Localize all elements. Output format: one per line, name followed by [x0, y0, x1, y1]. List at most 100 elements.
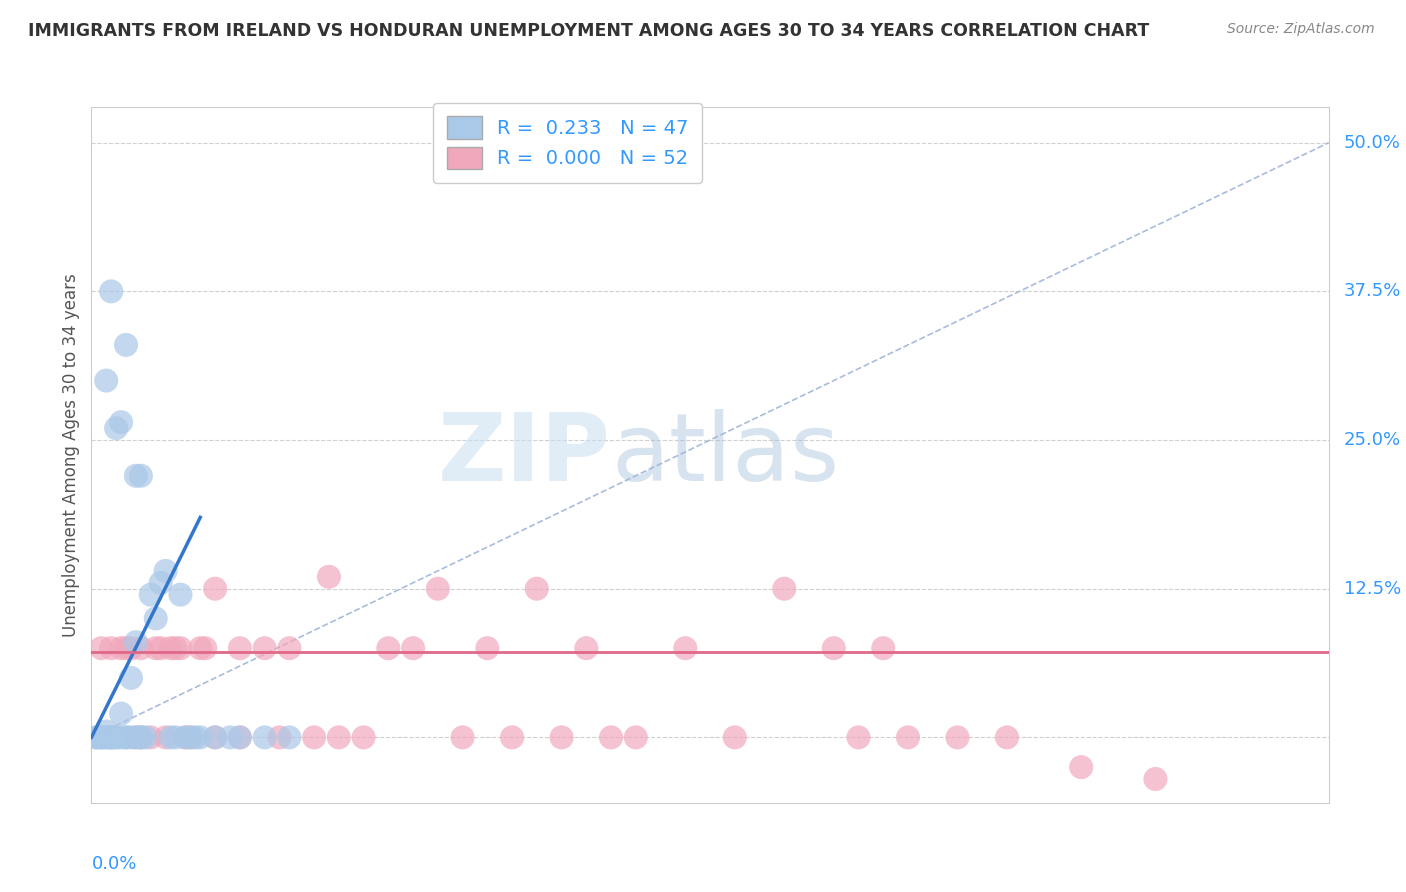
Point [229, 731, 252, 745]
Point [110, 415, 132, 429]
Point [848, 731, 870, 745]
Point [129, 731, 152, 745]
Point [159, 641, 181, 656]
Point [624, 731, 647, 745]
Point [145, 641, 167, 656]
Point [402, 641, 425, 656]
Point [550, 731, 572, 745]
Point [477, 641, 499, 656]
Point [129, 641, 152, 656]
Point [115, 641, 138, 656]
Point [169, 588, 191, 602]
Point [194, 641, 217, 656]
Text: IMMIGRANTS FROM IRELAND VS HONDURAN UNEMPLOYMENT AMONG AGES 30 TO 34 YEARS CORRE: IMMIGRANTS FROM IRELAND VS HONDURAN UNEM… [28, 22, 1149, 40]
Text: 25.0%: 25.0% [1344, 431, 1400, 449]
Point [229, 731, 252, 745]
Point [125, 468, 148, 483]
Point [724, 731, 747, 745]
Point [377, 641, 399, 656]
Point [105, 421, 128, 435]
Point [100, 731, 122, 745]
Point [96, 731, 118, 745]
Point [100, 641, 122, 656]
Point [105, 731, 128, 745]
Point [188, 641, 211, 656]
Point [125, 635, 148, 649]
Point [229, 641, 252, 656]
Text: 37.5%: 37.5% [1344, 283, 1400, 301]
Point [174, 731, 197, 745]
Point [129, 468, 152, 483]
Point [100, 285, 122, 299]
Point [179, 731, 201, 745]
Point [155, 731, 177, 745]
Point [120, 671, 142, 685]
Point [90, 641, 112, 656]
Point [204, 731, 226, 745]
Point [184, 731, 207, 745]
Text: atlas: atlas [612, 409, 839, 501]
Point [110, 641, 132, 656]
Point [302, 731, 325, 745]
Point [145, 611, 167, 625]
Point [90, 731, 112, 745]
Text: 50.0%: 50.0% [1344, 134, 1400, 152]
Point [115, 731, 138, 745]
Point [86, 731, 108, 745]
Point [204, 731, 226, 745]
Point [188, 731, 211, 745]
Point [328, 731, 350, 745]
Point [96, 374, 118, 388]
Point [526, 582, 548, 596]
Y-axis label: Unemployment Among Ages 30 to 34 years: Unemployment Among Ages 30 to 34 years [62, 273, 80, 637]
Point [165, 641, 187, 656]
Point [129, 731, 152, 745]
Point [86, 731, 108, 745]
Point [269, 731, 291, 745]
Point [897, 731, 920, 745]
Point [159, 731, 181, 745]
Point [278, 641, 301, 656]
Point [946, 731, 969, 745]
Text: Source: ZipAtlas.com: Source: ZipAtlas.com [1227, 22, 1375, 37]
Point [100, 731, 122, 745]
Text: ZIP: ZIP [439, 409, 612, 501]
Point [96, 724, 118, 739]
Point [253, 731, 276, 745]
Point [872, 641, 894, 656]
Point [155, 564, 177, 578]
Point [426, 582, 449, 596]
Text: 12.5%: 12.5% [1344, 580, 1400, 598]
Point [174, 731, 197, 745]
Point [149, 641, 172, 656]
Point [105, 731, 128, 745]
Point [501, 731, 523, 745]
Point [823, 641, 845, 656]
Point [129, 731, 152, 745]
Point [179, 731, 201, 745]
Point [575, 641, 598, 656]
Point [253, 641, 276, 656]
Point [1144, 772, 1167, 786]
Point [125, 731, 148, 745]
Point [149, 575, 172, 590]
Point [100, 731, 122, 745]
Point [120, 731, 142, 745]
Point [115, 338, 138, 352]
Point [139, 731, 162, 745]
Point [139, 588, 162, 602]
Point [135, 731, 157, 745]
Point [110, 706, 132, 721]
Point [219, 731, 242, 745]
Point [673, 641, 696, 656]
Point [165, 731, 187, 745]
Point [115, 731, 138, 745]
Point [773, 582, 796, 596]
Point [110, 731, 132, 745]
Point [96, 731, 118, 745]
Point [278, 731, 301, 745]
Point [169, 641, 191, 656]
Point [90, 731, 112, 745]
Point [353, 731, 375, 745]
Point [600, 731, 623, 745]
